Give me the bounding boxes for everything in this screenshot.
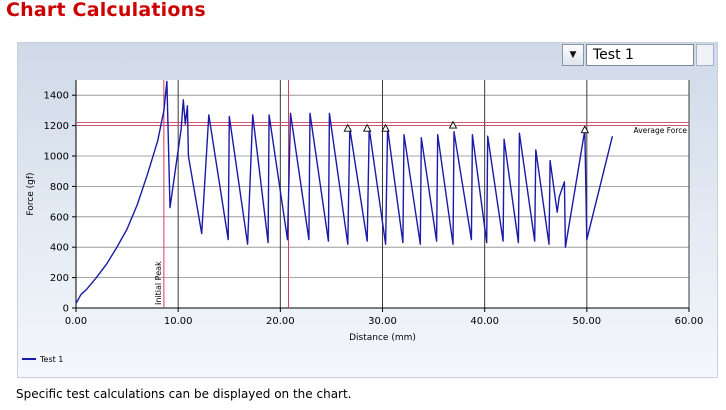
triangle-down-icon: ▼: [569, 50, 577, 60]
y-axis-label: Force (gf): [26, 172, 36, 215]
y-tick-label: 400: [50, 243, 69, 254]
peak-marker: [448, 120, 458, 129]
page-title: Chart Calculations: [6, 0, 206, 21]
x-tick-label: 50.00: [573, 316, 602, 327]
initial-peak-label: Initial Peak: [154, 261, 163, 305]
y-tick-label: 1000: [44, 152, 69, 163]
chart-panel: 0 200 400 600 800 1000 1200 1400 0.00 10.00 20.00 3…: [17, 42, 718, 378]
x-tick-label: 20.00: [266, 316, 295, 327]
peak-marker: [362, 123, 372, 132]
x-tick-label: 60.00: [675, 316, 704, 327]
peak-marker: [343, 123, 353, 132]
series-select-field[interactable]: Test 1: [586, 44, 694, 66]
y-tick-label: 200: [50, 273, 69, 284]
peak-marker: [381, 123, 390, 132]
legend-label-test-1: Test 1: [39, 355, 63, 364]
peak-marker: [580, 125, 590, 134]
caption: Specific test calculations can be displa…: [16, 387, 352, 401]
x-tick-label: 40.00: [470, 316, 499, 327]
y-tick-label: 800: [50, 182, 69, 193]
average-force-label: Average Force: [634, 126, 688, 135]
x-tick-label: 30.00: [368, 316, 397, 327]
y-tick-label: 1400: [44, 91, 69, 102]
x-tick-label: 10.00: [164, 316, 193, 327]
y-tick-label: 600: [50, 212, 69, 223]
series-line-test-1: [75, 80, 614, 304]
x-axis-label: Distance (mm): [349, 333, 416, 343]
y-tick-label: 1200: [44, 121, 69, 132]
y-tick-label: 0: [63, 304, 69, 315]
selector-side-button[interactable]: [696, 44, 714, 66]
series-selector[interactable]: ▼ Test 1: [562, 44, 714, 66]
x-tick-label: 0.00: [65, 316, 87, 327]
dropdown-button[interactable]: ▼: [562, 44, 584, 66]
force-distance-chart: 0 200 400 600 800 1000 1200 1400 0.00 10.00 20.00 3…: [22, 80, 704, 364]
